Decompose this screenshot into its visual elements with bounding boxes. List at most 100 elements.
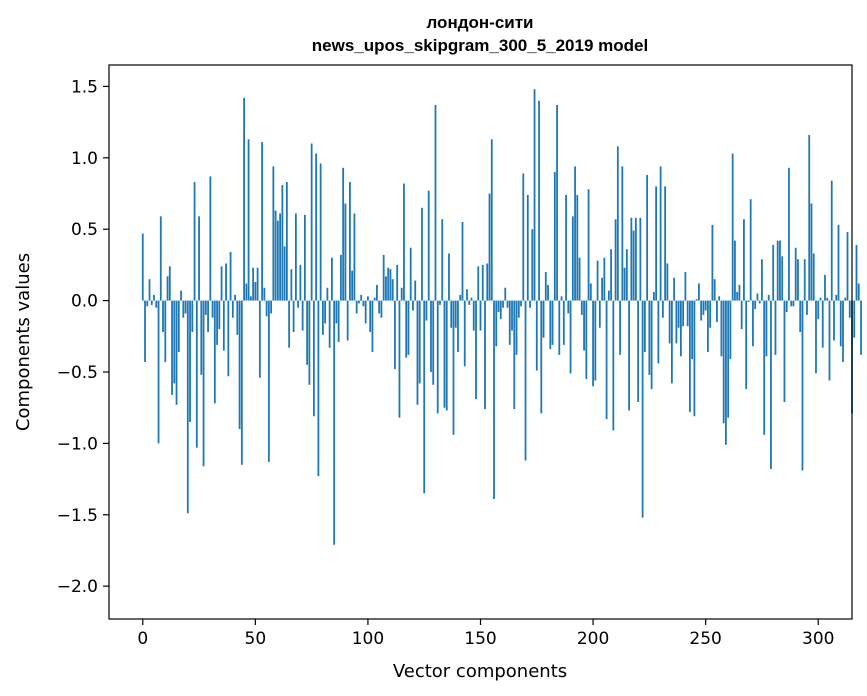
bar-256 (718, 296, 721, 301)
bar-70 (299, 264, 302, 301)
bar-49 (252, 267, 254, 301)
bar-290 (794, 247, 797, 301)
y-tick-label: 0.5 (71, 220, 98, 240)
bar-263 (734, 240, 736, 301)
bar-80 (321, 300, 324, 335)
bar-218 (632, 230, 635, 301)
bar-308 (835, 294, 838, 301)
plot-frame (108, 64, 853, 620)
bar-213 (621, 166, 624, 301)
x-tick-label: 100 (352, 629, 384, 649)
bar-114 (398, 300, 401, 418)
bar-223 (643, 300, 646, 352)
bar-120 (412, 300, 414, 311)
bar-75 (310, 143, 313, 301)
bar-145 (468, 300, 471, 305)
bar-304 (826, 297, 829, 301)
bar-255 (716, 300, 718, 323)
bar-107 (382, 254, 385, 301)
bar-219 (634, 217, 637, 301)
bar-138 (452, 300, 455, 435)
bar-203 (598, 300, 601, 328)
bar-173 (531, 229, 534, 301)
bar-300 (817, 300, 820, 320)
bar-166 (515, 300, 518, 355)
bar-45 (243, 97, 245, 301)
bar-239 (679, 300, 682, 357)
bar-31 (211, 300, 214, 318)
bar-183 (553, 172, 556, 301)
bar-181 (549, 300, 552, 350)
bar-6 (155, 300, 158, 308)
bar-226 (650, 300, 653, 390)
bar-37 (225, 263, 227, 301)
bar-306 (830, 180, 833, 301)
bar-157 (495, 300, 498, 347)
bar-26 (200, 300, 203, 375)
bar-51 (256, 267, 259, 301)
bar-17 (180, 290, 182, 301)
bar-59 (274, 210, 277, 301)
bar-259 (725, 300, 727, 445)
bar-12 (168, 266, 171, 301)
bar-267 (743, 219, 745, 301)
bar-298 (812, 253, 815, 301)
bar-262 (731, 153, 734, 301)
bar-11 (166, 276, 169, 301)
bar-63 (283, 246, 286, 301)
bar-16 (177, 300, 180, 352)
bar-100 (367, 296, 369, 301)
bar-292 (799, 300, 802, 332)
bar-287 (788, 167, 790, 301)
bar-274 (758, 300, 761, 304)
bar-102 (371, 300, 374, 352)
bar-224 (646, 174, 649, 301)
bar-163 (508, 300, 511, 345)
bar-5 (153, 294, 155, 301)
bar-253 (711, 224, 714, 301)
bar-309 (837, 224, 840, 301)
bar-171 (526, 194, 529, 301)
bar-285 (783, 300, 786, 402)
bar-200 (592, 300, 594, 387)
chart-title: лондон-сити (426, 13, 533, 32)
bar-54 (263, 287, 266, 301)
bar-128 (430, 300, 432, 372)
bar-124 (421, 207, 423, 301)
bar-303 (824, 274, 826, 301)
bar-261 (729, 300, 732, 360)
bar-137 (450, 300, 453, 328)
bar-104 (376, 284, 378, 301)
bar-276 (763, 300, 766, 435)
bar-132 (439, 300, 441, 305)
bar-250 (704, 300, 707, 311)
bar-143 (463, 300, 466, 367)
bar-36 (222, 300, 225, 351)
bar-44 (240, 300, 243, 465)
x-tick-label: 50 (245, 629, 267, 649)
bar-50 (254, 282, 257, 301)
bar-307 (833, 300, 835, 341)
bar-301 (819, 297, 822, 301)
bar-46 (245, 283, 248, 301)
bar-99 (364, 300, 367, 324)
bar-39 (229, 252, 232, 301)
bar-98 (362, 300, 365, 307)
bar-169 (522, 173, 525, 301)
y-tick-label: −1.0 (57, 434, 98, 454)
bar-247 (698, 283, 700, 301)
bar-230 (659, 166, 662, 301)
bar-184 (556, 104, 558, 301)
bar-47 (247, 139, 250, 301)
bar-1 (144, 300, 146, 362)
bar-25 (198, 216, 200, 301)
x-tick-label: 300 (802, 629, 834, 649)
bar-174 (533, 89, 536, 301)
bar-27 (202, 300, 205, 467)
bar-222 (641, 300, 644, 518)
bar-38 (227, 300, 230, 377)
bar-146 (470, 297, 473, 301)
bar-10 (164, 300, 167, 362)
bar-105 (378, 300, 381, 314)
bar-188 (565, 194, 567, 301)
